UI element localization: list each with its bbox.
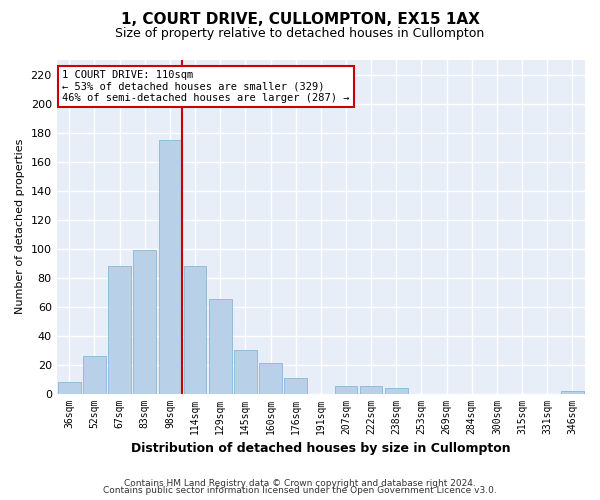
Bar [158, 140, 181, 394]
Text: Contains public sector information licensed under the Open Government Licence v3: Contains public sector information licen… [103, 486, 497, 495]
Text: Size of property relative to detached houses in Cullompton: Size of property relative to detached ho… [115, 28, 485, 40]
Bar [259, 363, 282, 394]
Text: 1, COURT DRIVE, CULLOMPTON, EX15 1AX: 1, COURT DRIVE, CULLOMPTON, EX15 1AX [121, 12, 479, 28]
Bar [561, 390, 584, 394]
Bar [184, 266, 206, 394]
Bar [284, 378, 307, 394]
Bar [234, 350, 257, 394]
Bar [58, 382, 80, 394]
Bar [385, 388, 407, 394]
Text: 1 COURT DRIVE: 110sqm
← 53% of detached houses are smaller (329)
46% of semi-det: 1 COURT DRIVE: 110sqm ← 53% of detached … [62, 70, 349, 103]
Text: Contains HM Land Registry data © Crown copyright and database right 2024.: Contains HM Land Registry data © Crown c… [124, 478, 476, 488]
Bar [133, 250, 156, 394]
Y-axis label: Number of detached properties: Number of detached properties [15, 139, 25, 314]
Bar [108, 266, 131, 394]
Bar [360, 386, 382, 394]
Bar [335, 386, 358, 394]
Bar [83, 356, 106, 394]
Bar [209, 300, 232, 394]
X-axis label: Distribution of detached houses by size in Cullompton: Distribution of detached houses by size … [131, 442, 511, 455]
